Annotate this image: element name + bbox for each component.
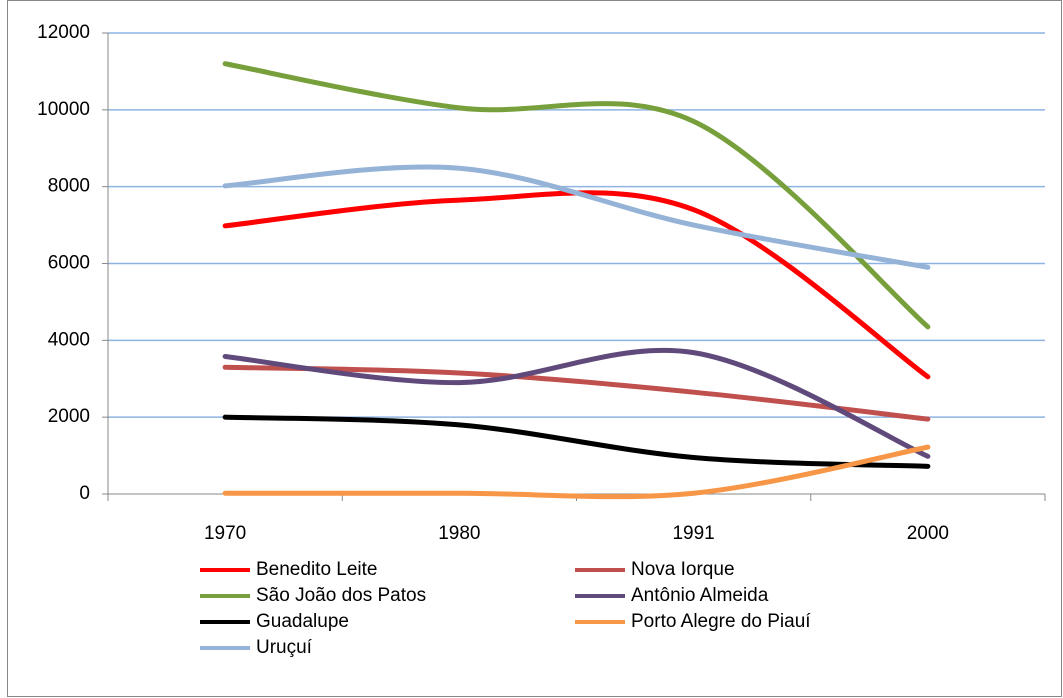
- y-tick-label: 4000: [48, 329, 90, 350]
- x-tick-label: 1980: [438, 523, 480, 544]
- y-tick-label: 12000: [37, 22, 90, 43]
- series-line: [222, 61, 931, 330]
- y-tick-label: 2000: [48, 406, 90, 427]
- series-line: [222, 190, 931, 380]
- x-tick-label: 2000: [907, 523, 949, 544]
- legend-label: Uruçuí: [256, 637, 313, 658]
- legend-label: Porto Alegre do Piauí: [631, 611, 811, 632]
- legend-label: Nova Iorque: [631, 559, 735, 580]
- x-tick-label: 1991: [672, 523, 714, 544]
- legend-label: São João dos Patos: [256, 585, 426, 606]
- y-tick-label: 6000: [48, 253, 90, 274]
- series-line: [222, 347, 931, 459]
- series-line: [222, 164, 931, 270]
- x-tick-label: 1970: [204, 523, 246, 544]
- y-tick-label: 10000: [37, 99, 90, 120]
- legend-label: Antônio Almeida: [631, 585, 769, 606]
- legend-label: Guadalupe: [256, 611, 349, 632]
- series-line: [222, 414, 931, 469]
- y-tick-label: 8000: [48, 176, 90, 197]
- y-tick-label: 0: [79, 483, 90, 504]
- frame: [7, 0, 1062, 697]
- series-line: [222, 444, 931, 500]
- legend-label: Benedito Leite: [256, 559, 378, 580]
